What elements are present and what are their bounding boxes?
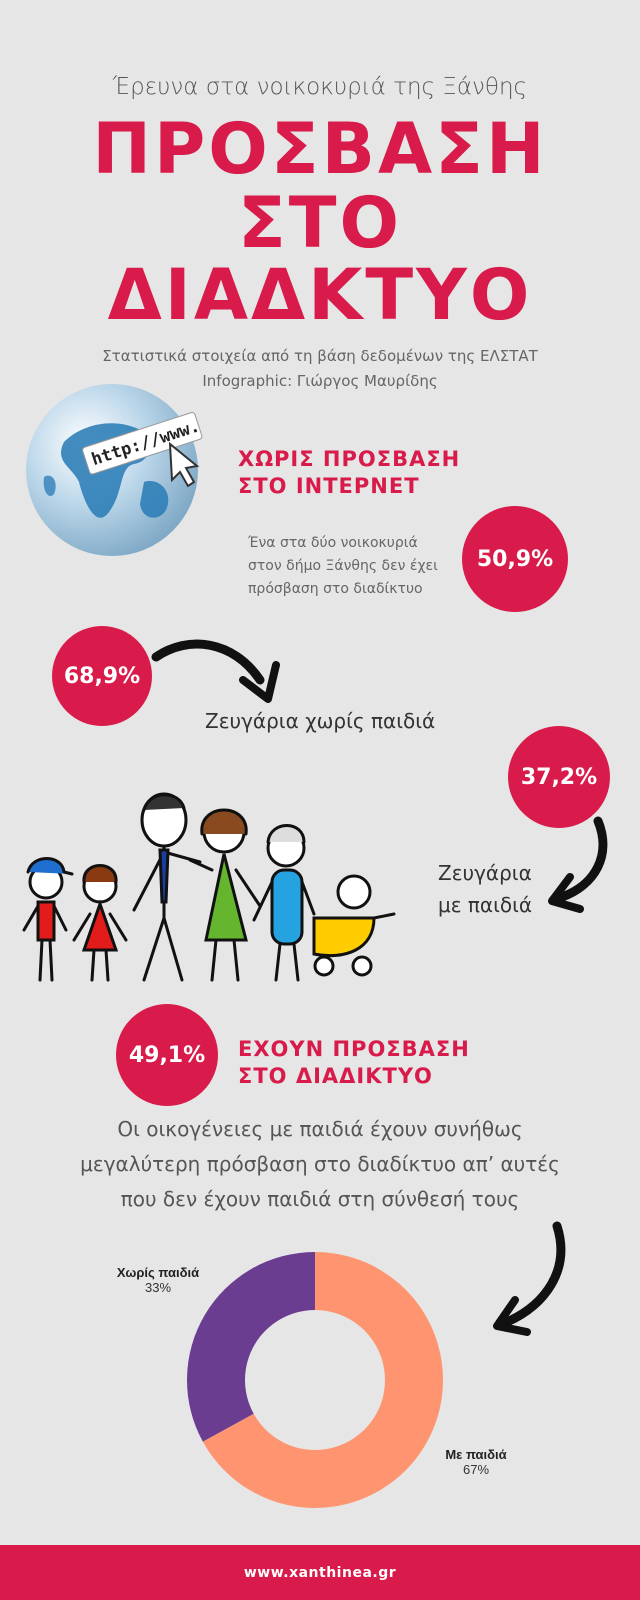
no-access-heading: ΧΩΡΙΣ ΠΡΟΣΒΑΣΗ ΣΤΟ ΙΝΤΕΡΝΕΤ xyxy=(238,446,460,500)
survey-subtitle: Έρευνα στα νοικοκυριά της Ξάνθης xyxy=(112,74,528,100)
have-access-heading: ΕΧΟΥΝ ΠΡΟΣΒΑΣΗ ΣΤΟ ΔΙΑΔΙΚΤΥΟ xyxy=(238,1036,470,1090)
couples-no-children-badge: 68,9% xyxy=(52,626,152,726)
no-access-heading-line2: ΣΤΟ ΙΝΤΕΡΝΕΤ xyxy=(238,474,420,498)
title-line-3: ΔΙΑΔΚΤΥΟ xyxy=(107,254,533,336)
label-line-1: Ζευγάρια xyxy=(438,861,532,885)
no-access-heading-line1: ΧΩΡΙΣ ΠΡΟΣΒΑΣΗ xyxy=(238,447,461,471)
no-access-percent-badge: 50,9% xyxy=(462,506,568,612)
label-with-children-name: Με παιδιά xyxy=(445,1447,507,1462)
note-line-3: που δεν έχουν παιδιά στη σύνθεσή τους xyxy=(120,1187,520,1211)
arrow-right-down-icon xyxy=(151,639,280,703)
have-access-heading-line2: ΣΤΟ ΔΙΑΔΙΚΤΥΟ xyxy=(238,1064,433,1088)
arrow-down-left-icon xyxy=(548,816,608,913)
desc-line-1: Ένα στα δύο νοικοκυριά xyxy=(248,535,418,551)
have-access-badge: 49,1% xyxy=(116,1004,218,1106)
couples-with-children-badge: 37,2% xyxy=(508,726,610,828)
label-with-children: Με παιδιά 67% xyxy=(416,1447,536,1477)
label-without-children-value: 33% xyxy=(144,1280,172,1295)
family-illustration xyxy=(22,792,396,982)
note-line-1: Οι οικογένειες με παιδιά έχουν συνήθως xyxy=(117,1117,523,1141)
credit-line: Infographic: Γιώργος Μαυρίδης xyxy=(202,372,438,390)
families-note: Οι οικογένειες με παιδιά έχουν συνήθως μ… xyxy=(20,1112,620,1217)
label-line-2: με παιδιά xyxy=(438,893,533,917)
title-line-1: ΠΡΟΣΒΑΣΗ xyxy=(92,108,548,190)
arrow-to-chart-icon xyxy=(493,1221,566,1336)
donut-slice-with-children xyxy=(202,1252,443,1508)
footer-url[interactable]: www.xanthinea.gr xyxy=(0,1545,640,1600)
label-without-children: Χωρίς παιδιά 33% xyxy=(98,1265,218,1295)
globe-illustration: http://www. xyxy=(26,384,203,556)
label-with-children-value: 67% xyxy=(462,1462,490,1477)
note-line-2: μεγαλύτερη πρόσβαση στο διαδίκτυο απ’ αυ… xyxy=(80,1152,560,1176)
have-access-heading-line1: ΕΧΟΥΝ ΠΡΟΣΒΑΣΗ xyxy=(238,1037,470,1061)
couples-with-children-label: Ζευγάρια με παιδιά xyxy=(438,857,532,921)
source-credit: Στατιστικά στοιχεία από τη βάση δεδομένω… xyxy=(0,344,640,394)
cursor-icon xyxy=(168,441,200,488)
source-line: Στατιστικά στοιχεία από τη βάση δεδομένω… xyxy=(102,347,538,365)
couples-no-children-label: Ζευγάρια χωρίς παιδιά xyxy=(205,709,436,733)
donut-chart xyxy=(187,1252,443,1508)
desc-line-2: στον δήμο Ξάνθης δεν έχει xyxy=(248,558,438,574)
desc-line-3: πρόσβαση στο διαδίκτυο xyxy=(248,581,423,597)
title-line-2: ΣΤΟ xyxy=(237,182,403,264)
label-without-children-name: Χωρίς παιδιά xyxy=(116,1265,200,1280)
no-access-description: Ένα στα δύο νοικοκυριά στον δήμο Ξάνθης … xyxy=(248,532,438,601)
donut-slice-without-children xyxy=(187,1252,315,1442)
